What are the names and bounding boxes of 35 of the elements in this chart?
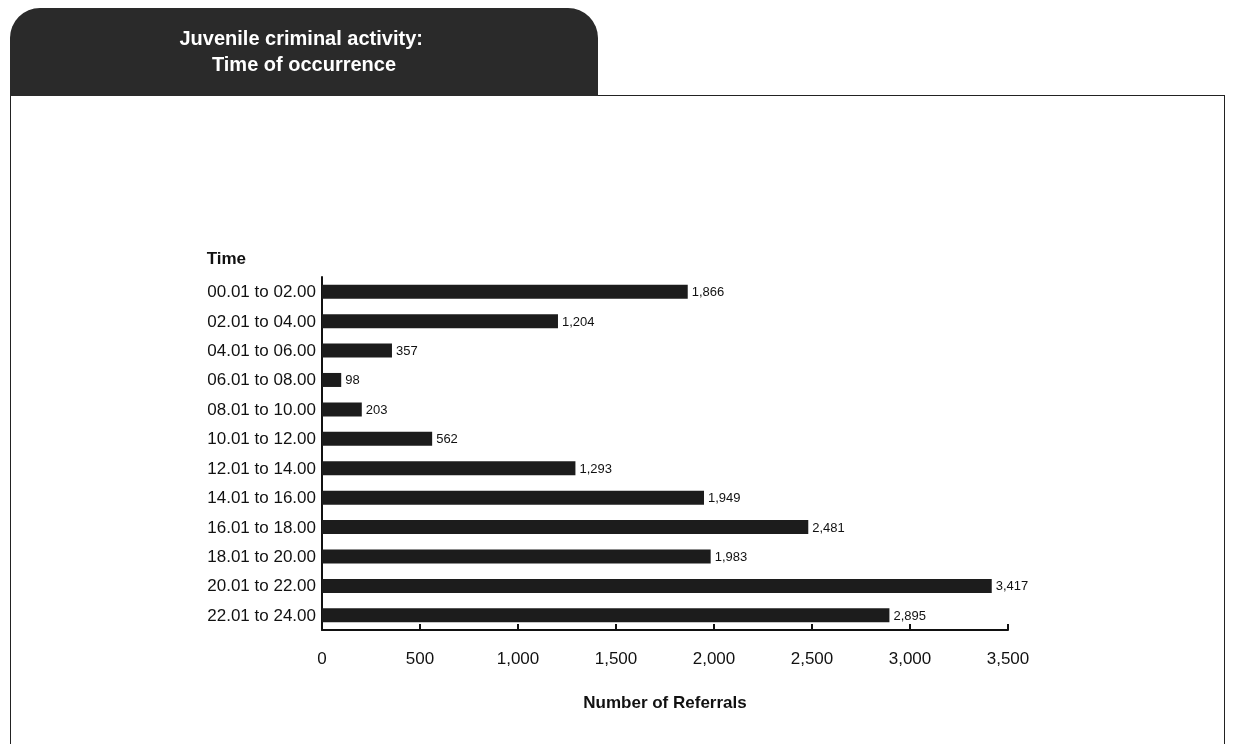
data-label: 1,983 <box>714 548 748 564</box>
y-tick-label: 06.01 to 08.00 <box>207 370 316 390</box>
data-label: 1,204 <box>561 313 595 329</box>
data-label: 357 <box>395 343 418 359</box>
y-tick-label: 00.01 to 02.00 <box>207 282 316 302</box>
data-label: 562 <box>436 431 458 447</box>
x-tick-label: 1,500 <box>594 649 638 668</box>
y-tick-label: 10.01 to 12.00 <box>207 429 316 449</box>
y-tick-label: 16.01 to 18.00 <box>207 517 316 537</box>
y-tick-label: 14.01 to 16.00 <box>207 488 316 508</box>
x-tick-label: 3,500 <box>986 649 1030 668</box>
y-tick-label: 12.01 to 14.00 <box>207 458 316 478</box>
data-label: 1,293 <box>579 460 612 476</box>
y-tick-label: 22.01 to 24.00 <box>207 605 316 625</box>
data-label: 2,481 <box>812 519 845 535</box>
data-label: 1,866 <box>691 284 725 300</box>
y-tick-label: 08.01 to 10.00 <box>207 399 316 419</box>
x-tick-label: 3,000 <box>888 649 932 668</box>
data-label: 98 <box>345 372 360 388</box>
data-label: 2,895 <box>893 607 926 623</box>
y-tick-label: 04.01 to 06.00 <box>207 341 316 361</box>
x-tick-label: 2,500 <box>790 649 834 668</box>
data-label: 203 <box>365 401 388 417</box>
x-tick-label: 0 <box>317 649 327 668</box>
x-tick-label: 1,000 <box>496 649 540 668</box>
chart-title: Juvenile criminal activity: Time of occurrence <box>179 27 429 75</box>
data-label: 1,949 <box>708 490 741 506</box>
data-label: 3,417 <box>995 578 1029 594</box>
x-tick-label: 500 <box>405 649 435 668</box>
y-axis-title: Time <box>206 249 246 268</box>
y-tick-label: 20.01 to 22.00 <box>207 576 316 596</box>
x-tick-label: 2,000 <box>692 649 736 668</box>
x-axis-title: Number of Referrals <box>583 693 747 712</box>
y-tick-label: 18.01 to 20.00 <box>207 546 316 566</box>
y-tick-label: 02.01 to 04.00 <box>207 311 316 331</box>
